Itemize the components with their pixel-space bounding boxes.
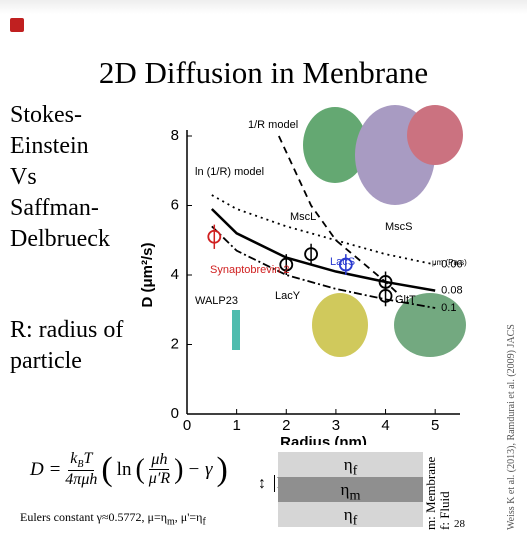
- series-label: 1/R model: [248, 119, 298, 131]
- formula-part: 4πμh: [65, 471, 97, 489]
- formula-part: D =: [30, 459, 61, 481]
- slide: 2D Diffusion in Menbrane Stokes- Einstei…: [0, 0, 527, 534]
- x-tick-label: 4: [381, 417, 389, 434]
- protein-label: LacS: [330, 256, 355, 268]
- y-tick-label: 4: [171, 266, 179, 283]
- arrow: ↕: [258, 475, 266, 492]
- y-tick-label: 8: [171, 127, 179, 144]
- layer: ηm: [278, 477, 423, 502]
- text: η: [344, 505, 353, 524]
- chart: 0 1 2 3 4 5 0 2 4 6 8 Radius (nm) D (μm²/s) 1/R model…: [0, 0, 527, 445]
- protein-label: GltT: [395, 294, 416, 306]
- paren: (: [101, 451, 112, 489]
- y-tick-label: 2: [171, 335, 179, 352]
- euler-note: Eulers constant γ≈0.5772, μ=ηm, μ'=ηf: [20, 510, 206, 527]
- paren: ): [174, 454, 183, 486]
- fraction: kBT 4πμh: [65, 450, 97, 489]
- series-label: 0.08: [441, 285, 462, 297]
- protein-label: MscS: [385, 221, 413, 233]
- text: m: [167, 516, 175, 527]
- protein-image: [232, 310, 240, 350]
- x-tick-label: 1: [232, 417, 240, 434]
- membrane-diagram: ηf ηm ηf: [278, 452, 423, 527]
- formula-part: μh: [149, 451, 169, 470]
- annotation: ln (1/R) model: [195, 166, 264, 178]
- text: η: [344, 455, 353, 474]
- numerator: kBT: [68, 450, 94, 471]
- formula-part: − γ: [187, 459, 212, 481]
- formula-part: μ′R: [149, 470, 170, 488]
- protein-label: Synaptobrevin 2: [210, 264, 290, 276]
- x-tick-label: 2: [282, 417, 290, 434]
- paren: (: [135, 454, 144, 486]
- formula: D = kBT 4πμh ( ln ( μh μ′R ) − γ ): [30, 450, 228, 489]
- text-line: m: Membrane: [424, 457, 438, 530]
- y-tick-label: 6: [171, 196, 179, 213]
- text-line: f: Fluid: [438, 457, 452, 530]
- text: f: [202, 516, 205, 527]
- text: m: [349, 487, 360, 503]
- layer: ηf: [278, 502, 423, 527]
- formula-part: ln: [117, 459, 132, 481]
- protein-images: [232, 105, 466, 357]
- paren: ): [216, 451, 227, 489]
- x-tick-label: 0: [183, 417, 191, 434]
- protein-image: [407, 105, 463, 165]
- y-tick-label: 0: [171, 405, 179, 422]
- text: f: [353, 512, 358, 528]
- series-label: 0.1: [441, 302, 456, 314]
- layer: ηf: [278, 452, 423, 477]
- legend-note: m: Membrane f: Fluid: [424, 457, 452, 530]
- text: , μ'=η: [175, 510, 203, 524]
- page-number: 28: [454, 518, 465, 530]
- x-tick-label: 5: [431, 417, 439, 434]
- formula-part: T: [83, 450, 92, 467]
- text: Eulers constant γ≈0.5772, μ=η: [20, 510, 167, 524]
- legend-header: μm (Pa.s): [432, 258, 467, 267]
- x-axis-label: Radius (nm): [280, 434, 367, 445]
- protein-label: WALP23: [195, 295, 238, 307]
- protein-label: MscL: [290, 211, 316, 223]
- protein-label: LacY: [275, 290, 301, 302]
- y-axis-label: D (μm²/s): [139, 242, 156, 307]
- x-tick-label: 3: [332, 417, 340, 434]
- fraction: μh μ′R: [149, 451, 170, 488]
- protein-image: [312, 293, 368, 357]
- text: f: [353, 462, 358, 478]
